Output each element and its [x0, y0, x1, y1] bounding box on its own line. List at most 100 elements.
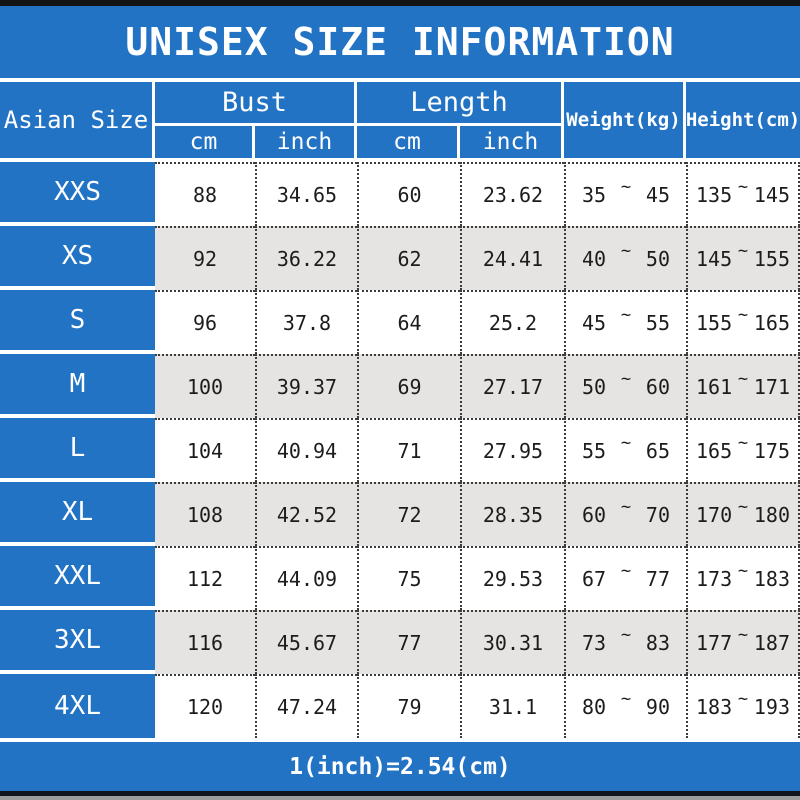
length-inch-value: 29.53 — [460, 546, 564, 610]
header-bust-cm: cm — [155, 126, 255, 162]
height-range: 155 ~ 165 — [686, 290, 800, 354]
weight-max: 50 — [645, 247, 670, 271]
bust-cm-value: 116 — [155, 610, 255, 674]
bust-cm-value: 100 — [155, 354, 255, 418]
height-min: 165 — [696, 439, 733, 463]
tilde-separator: ~ — [737, 625, 749, 645]
row-size-label: XXS — [0, 162, 155, 226]
length-inch-value: 23.62 — [460, 162, 564, 226]
height-min: 183 — [696, 695, 733, 719]
weight-min: 55 — [582, 439, 607, 463]
length-inch-value: 27.17 — [460, 354, 564, 418]
weight-max: 45 — [645, 183, 670, 207]
header-bust-inch: inch — [255, 126, 357, 162]
weight-range: 80 ~ 90 — [564, 674, 686, 738]
bust-cm-value: 120 — [155, 674, 255, 738]
bust-cm-value: 88 — [155, 162, 255, 226]
weight-max: 60 — [645, 375, 670, 399]
height-min: 155 — [696, 311, 733, 335]
bust-cm-value: 104 — [155, 418, 255, 482]
tilde-separator: ~ — [737, 561, 749, 581]
bust-inch-value: 34.65 — [255, 162, 357, 226]
row-size-label: L — [0, 418, 155, 482]
height-range: 183 ~ 193 — [686, 674, 800, 738]
tilde-separator: ~ — [737, 369, 749, 389]
row-size-label: 4XL — [0, 674, 155, 738]
bust-inch-value: 40.94 — [255, 418, 357, 482]
bust-inch-value: 36.22 — [255, 226, 357, 290]
row-size-label: M — [0, 354, 155, 418]
height-range: 165 ~ 175 — [686, 418, 800, 482]
height-max: 193 — [753, 695, 790, 719]
weight-range: 73 ~ 83 — [564, 610, 686, 674]
bust-cm-value: 92 — [155, 226, 255, 290]
length-inch-value: 25.2 — [460, 290, 564, 354]
conversion-note-banner: 1(inch)=2.54(cm) — [0, 742, 800, 791]
weight-min: 80 — [582, 695, 607, 719]
weight-range: 67 ~ 77 — [564, 546, 686, 610]
height-max: 187 — [753, 631, 790, 655]
tilde-separator: ~ — [737, 689, 749, 709]
length-cm-value: 72 — [357, 482, 460, 546]
height-max: 175 — [753, 439, 790, 463]
page-title: UNISEX SIZE INFORMATION — [125, 20, 675, 64]
tilde-separator: ~ — [620, 625, 632, 645]
height-max: 180 — [753, 503, 790, 527]
length-cm-value: 62 — [357, 226, 460, 290]
length-cm-value: 60 — [357, 162, 460, 226]
header-length: Length — [357, 82, 564, 126]
length-cm-value: 79 — [357, 674, 460, 738]
length-cm-value: 75 — [357, 546, 460, 610]
row-size-label: XXL — [0, 546, 155, 610]
length-cm-value: 71 — [357, 418, 460, 482]
tilde-separator: ~ — [737, 497, 749, 517]
length-inch-value: 31.1 — [460, 674, 564, 738]
height-range: 173 ~ 183 — [686, 546, 800, 610]
height-range: 135 ~ 145 — [686, 162, 800, 226]
bust-inch-value: 47.24 — [255, 674, 357, 738]
bottom-gray-strip — [0, 796, 800, 800]
row-size-label: XL — [0, 482, 155, 546]
height-min: 145 — [696, 247, 733, 271]
weight-min: 40 — [582, 247, 607, 271]
weight-range: 45 ~ 55 — [564, 290, 686, 354]
length-inch-value: 28.35 — [460, 482, 564, 546]
length-inch-value: 24.41 — [460, 226, 564, 290]
bust-inch-value: 39.37 — [255, 354, 357, 418]
tilde-separator: ~ — [620, 689, 632, 709]
tilde-separator: ~ — [620, 433, 632, 453]
tilde-separator: ~ — [737, 433, 749, 453]
bust-cm-value: 112 — [155, 546, 255, 610]
height-max: 155 — [753, 247, 790, 271]
weight-max: 90 — [645, 695, 670, 719]
length-inch-value: 30.31 — [460, 610, 564, 674]
tilde-separator: ~ — [737, 241, 749, 261]
bottom-black-bar — [0, 791, 800, 796]
height-min: 170 — [696, 503, 733, 527]
height-range: 161 ~ 171 — [686, 354, 800, 418]
header-asian-size: Asian Size — [0, 82, 155, 162]
length-inch-value: 27.95 — [460, 418, 564, 482]
bust-inch-value: 42.52 — [255, 482, 357, 546]
height-min: 135 — [696, 183, 733, 207]
size-table: Asian Size Bust Length Weight(kg) Height… — [0, 82, 800, 738]
conversion-note: 1(inch)=2.54(cm) — [289, 753, 511, 780]
row-size-label: 3XL — [0, 610, 155, 674]
header-length-inch: inch — [460, 126, 564, 162]
row-size-label: XS — [0, 226, 155, 290]
height-range: 177 ~ 187 — [686, 610, 800, 674]
bust-inch-value: 45.67 — [255, 610, 357, 674]
height-min: 161 — [696, 375, 733, 399]
height-range: 170 ~ 180 — [686, 482, 800, 546]
tilde-separator: ~ — [620, 241, 632, 261]
height-min: 177 — [696, 631, 733, 655]
height-max: 183 — [753, 567, 790, 591]
weight-max: 83 — [645, 631, 670, 655]
bust-cm-value: 96 — [155, 290, 255, 354]
height-max: 171 — [753, 375, 790, 399]
weight-min: 35 — [582, 183, 607, 207]
weight-range: 60 ~ 70 — [564, 482, 686, 546]
bust-inch-value: 44.09 — [255, 546, 357, 610]
length-cm-value: 64 — [357, 290, 460, 354]
